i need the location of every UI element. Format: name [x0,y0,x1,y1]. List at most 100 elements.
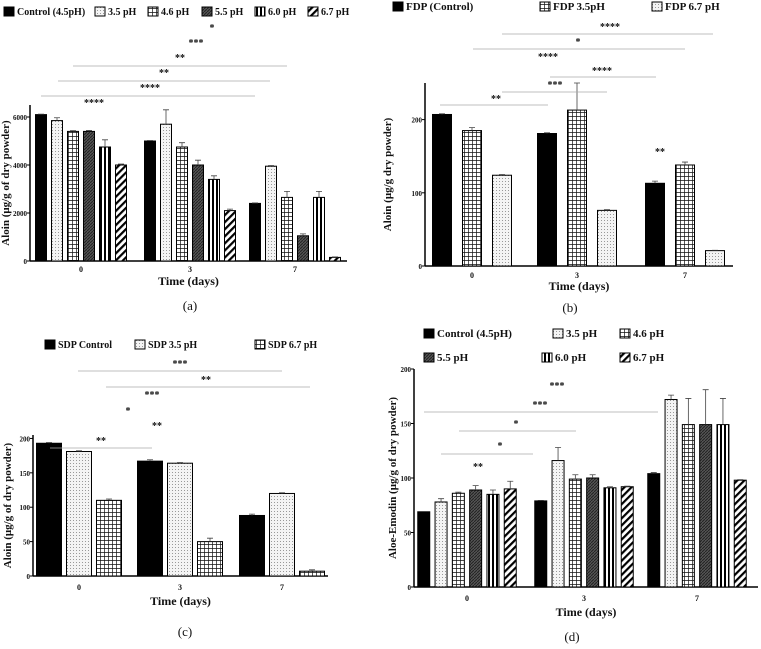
error-bar [574,82,580,111]
significance-marker: ** [655,147,665,158]
legend-swatch [254,339,266,350]
bar [66,451,92,577]
legend-swatch [94,6,106,17]
error-bar [300,233,306,236]
bar [208,178,220,262]
legend-label: Control (4.5pH) [17,7,85,18]
bar [503,488,517,588]
bar [35,114,47,262]
error-bar [316,191,322,198]
error-bar [195,159,201,165]
bar [699,424,713,588]
bar [297,235,309,262]
bar [224,210,236,262]
significance-marker: ** [159,68,169,79]
y-tick-label: 100 [20,504,31,512]
legend-label: SDP 3.5 pH [148,340,197,351]
y-tick-label: 6000 [13,114,28,122]
bar [451,492,465,588]
error-bar [682,161,688,165]
y-tick-label: 200 [412,117,423,125]
significance-marker: ** [491,94,501,105]
legend-label: 6.7 pH [633,352,665,364]
bar [239,514,265,577]
bar [265,165,277,262]
error-bar [268,165,274,167]
bar [167,462,193,577]
x-axis-title: Time (days) [158,274,219,288]
bar [417,511,431,588]
legend-swatch [3,6,15,17]
x-tick-label: 0 [465,594,469,603]
legend-label: FDP 6.7 pH [665,1,720,13]
bar [597,209,617,267]
error-bar [555,447,562,461]
error-bar [469,127,475,131]
x-axis-title: Time (days) [549,279,610,293]
x-tick-label: 0 [470,271,474,280]
error-bar [279,492,285,494]
y-tick-label: 2000 [13,210,28,218]
y-tick-label: 0 [24,258,28,266]
y-tick-label: 50 [404,530,412,538]
bar [586,477,600,588]
y-tick-label: 4000 [13,162,28,170]
error-bar [489,489,496,495]
error-bar [227,208,233,211]
legend-swatch [423,328,435,339]
x-tick-label: 0 [77,583,81,592]
legend-swatch [539,1,551,12]
legend-swatch [147,6,159,17]
bar [36,442,62,577]
error-bar [572,474,579,480]
bar [534,500,548,588]
bar [249,202,261,262]
y-tick-label: 50 [23,539,31,547]
panel-caption: (d) [564,629,579,644]
significance-marker: ** [96,436,106,447]
significance-marker: **** [140,83,160,94]
significance-marker: * [576,37,581,48]
x-tick-label: 0 [79,265,83,274]
bar [176,146,188,262]
error-bar [604,209,610,211]
bar [160,123,172,262]
legend-swatch [201,6,213,17]
x-tick-label: 3 [188,265,192,274]
bar [664,399,678,588]
bar [492,174,512,267]
x-tick-label: 7 [293,265,297,274]
error-bar [606,486,613,488]
chart-panel-a: 0 2000 4000 6000 0 3 7 Time (days) Aloin (μg/g o… [0,6,350,313]
legend-label: 6.0 pH [268,7,297,18]
error-bar [211,175,217,180]
significance-marker: *** [550,381,565,392]
bar [620,486,634,588]
bar [647,473,661,588]
legend-swatch [651,1,663,12]
error-bar [652,180,658,184]
y-tick-label: 150 [20,470,31,478]
error-bar [719,398,726,425]
significance-marker: * [514,419,519,430]
error-bar [537,499,544,501]
significance-marker: ** [201,375,211,386]
y-tick-label: 200 [401,366,412,374]
bar [733,479,747,588]
error-bar [702,389,709,425]
bar [432,113,452,267]
error-bar [284,191,290,198]
error-bar [737,479,744,481]
bar [137,460,163,577]
bar [469,489,483,588]
y-axis-title: Aloin (μg/g of dry powder) [0,120,12,246]
bar [462,130,482,267]
legend-swatch [619,328,631,339]
legend-label: 5.5 pH [215,7,244,18]
bar [675,164,695,267]
significance-marker: *** [173,359,188,370]
error-bar [177,462,183,464]
legend-label: 6.0 pH [555,352,587,364]
significance-marker: *** [548,80,563,91]
